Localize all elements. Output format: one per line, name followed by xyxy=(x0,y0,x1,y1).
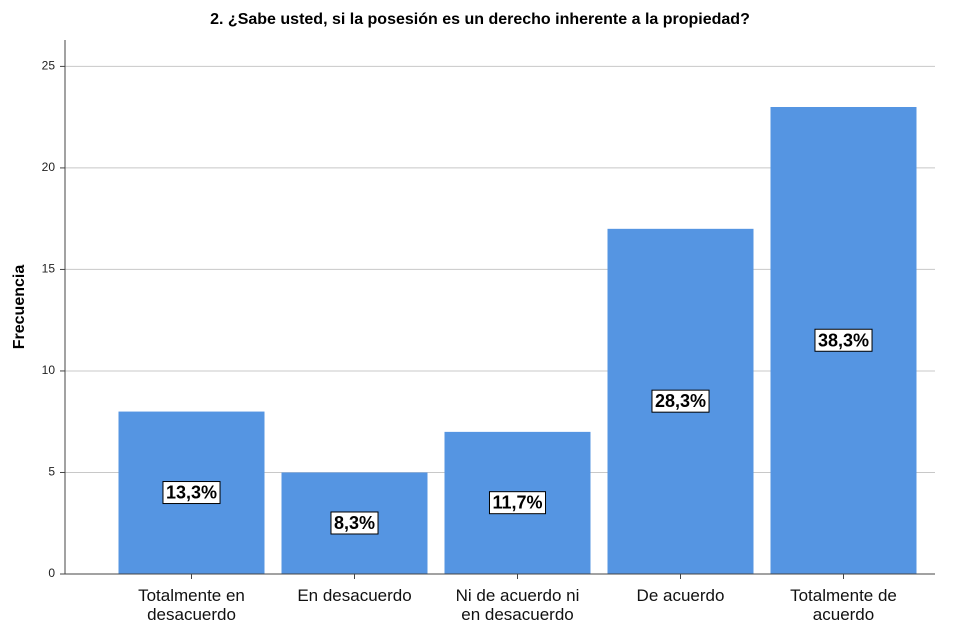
y-tick-label: 10 xyxy=(42,363,56,377)
y-axis-label: Frecuencia xyxy=(11,265,28,350)
data-label-box xyxy=(488,491,547,515)
x-tick-label: Totalmente de acuerdo xyxy=(790,586,897,624)
data-label: 38,3% xyxy=(814,328,873,352)
data-label-text: 38,3% xyxy=(818,330,869,350)
data-label-box xyxy=(330,511,379,535)
y-tick-label: 15 xyxy=(42,262,56,276)
data-label: 13,3% xyxy=(162,481,221,505)
x-tick-label: De acuerdo xyxy=(636,586,725,605)
data-label-box xyxy=(814,328,873,352)
y-tick-label: 5 xyxy=(48,465,55,479)
data-label-box xyxy=(162,481,221,505)
y-tick-label: 20 xyxy=(42,160,56,174)
data-label-text: 11,7% xyxy=(492,493,542,513)
data-label: 28,3% xyxy=(651,389,710,413)
data-label-text: 13,3% xyxy=(166,483,217,503)
data-label-text: 8,3% xyxy=(334,513,375,533)
x-tick-label: En desacuerdo xyxy=(297,586,412,605)
data-label-text: 28,3% xyxy=(655,391,706,411)
y-tick-label: 25 xyxy=(42,59,56,73)
chart-title: 2. ¿Sabe usted, si la posesión es un der… xyxy=(210,11,750,28)
data-label-box xyxy=(651,389,710,413)
data-label: 8,3% xyxy=(330,511,379,535)
data-label: 11,7% xyxy=(488,491,547,515)
x-tick-label: Ni de acuerdo ni en desacuerdo xyxy=(455,586,580,624)
x-tick-label: Totalmente en desacuerdo xyxy=(138,586,245,624)
y-tick-label: 0 xyxy=(48,566,55,580)
